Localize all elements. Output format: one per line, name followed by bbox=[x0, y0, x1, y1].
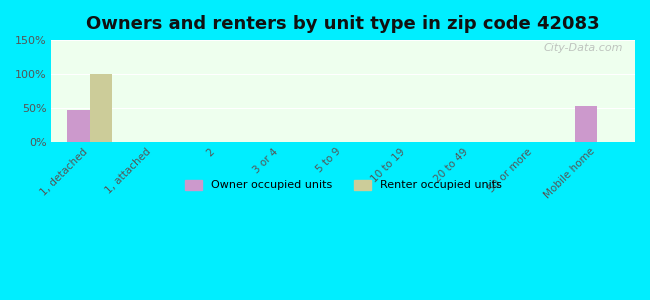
Text: City-Data.com: City-Data.com bbox=[544, 43, 623, 53]
Legend: Owner occupied units, Renter occupied units: Owner occupied units, Renter occupied un… bbox=[181, 175, 506, 195]
Bar bbox=[90, 74, 112, 142]
Title: Owners and renters by unit type in zip code 42083: Owners and renters by unit type in zip c… bbox=[86, 15, 600, 33]
Bar bbox=[575, 106, 597, 142]
Bar bbox=[68, 110, 90, 142]
